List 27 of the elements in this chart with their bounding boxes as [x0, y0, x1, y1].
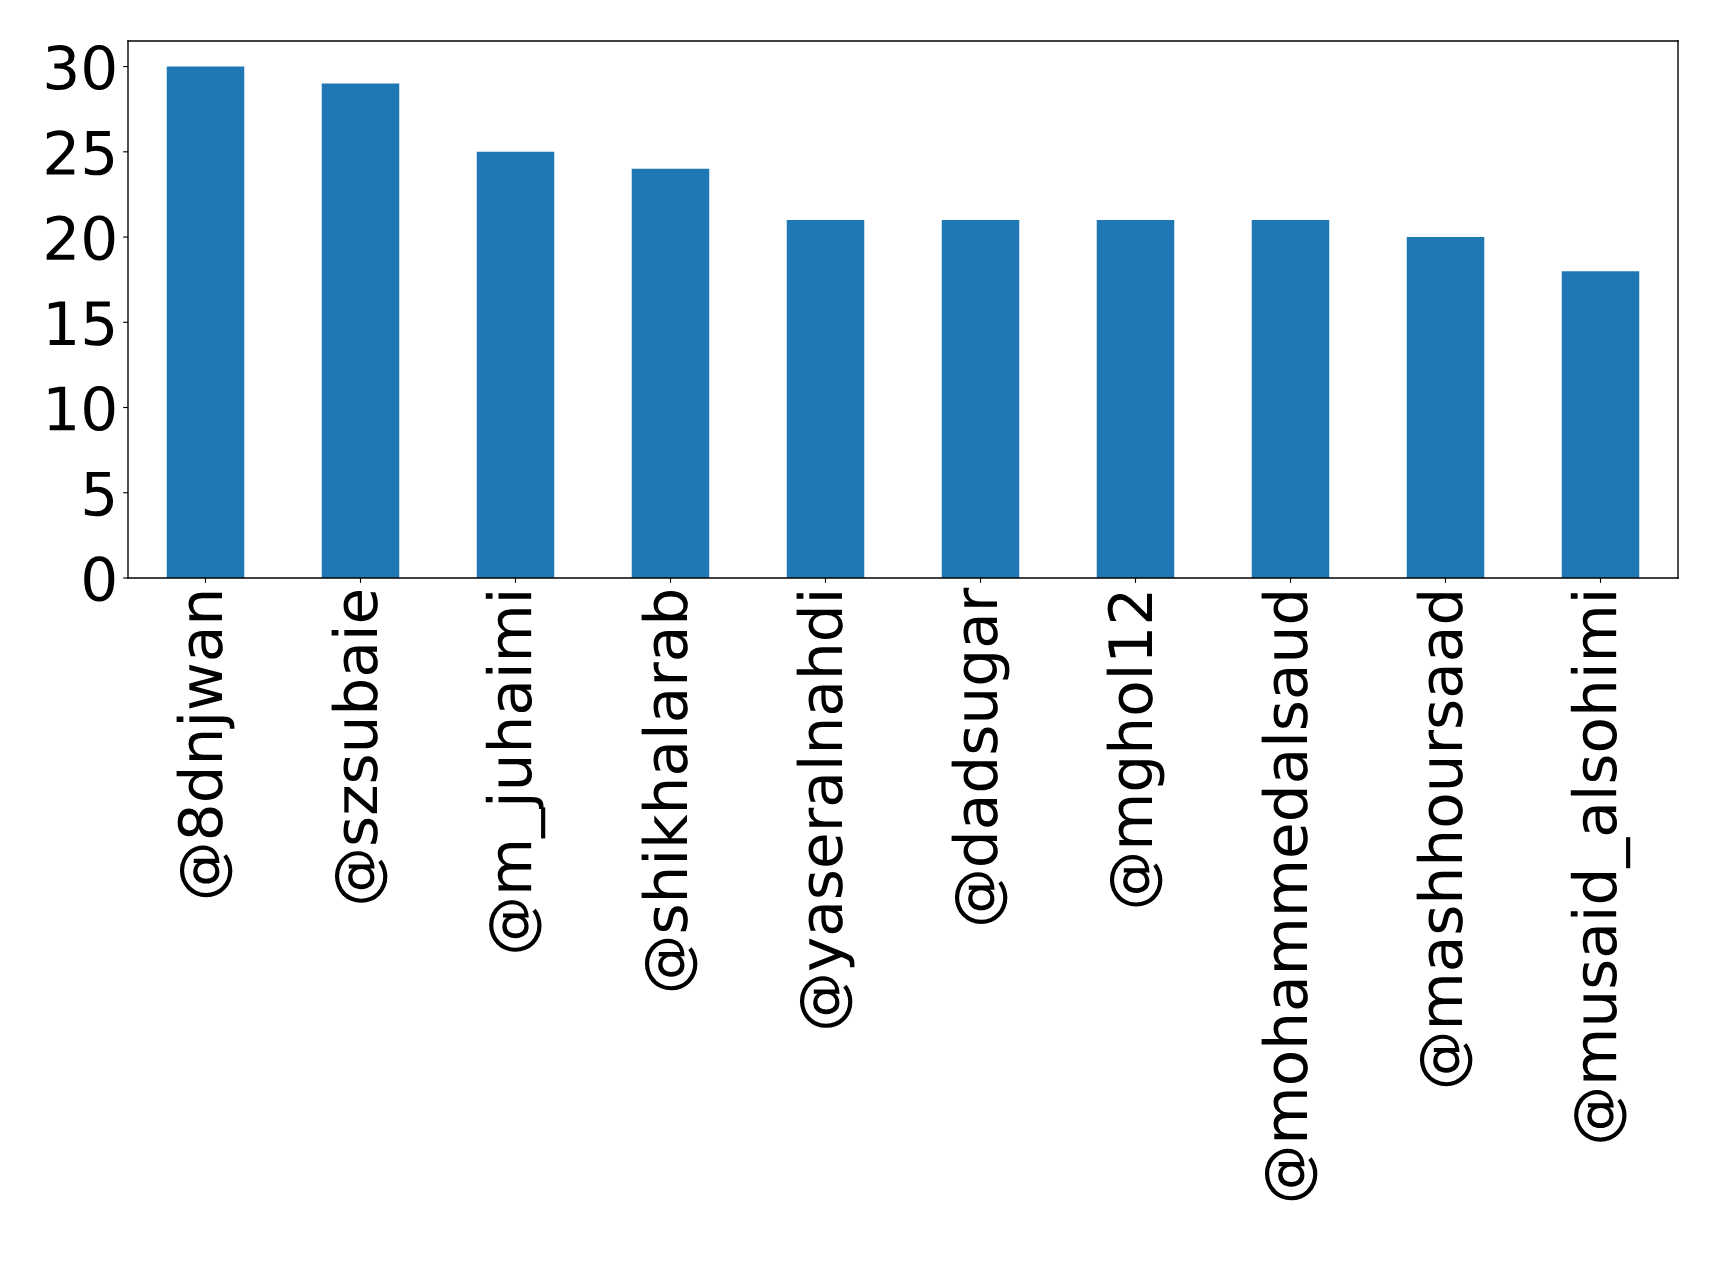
y-tick-label: 30: [46, 44, 115, 91]
bar: [631, 168, 710, 578]
y-tick-label: 25: [46, 130, 114, 176]
x-tick-label: @mashhoursaad: [1416, 593, 1473, 1087]
bar: [1096, 220, 1175, 578]
y-tick-label: 10: [48, 385, 115, 432]
x-tick-label: @8dnjwan: [176, 592, 235, 898]
bar: [166, 66, 245, 578]
y-tick-label: 20: [46, 215, 115, 261]
y-tick-label: 5: [84, 471, 114, 517]
y-tick-label: 0: [84, 556, 115, 602]
x-tick-label: @szsubaie: [331, 590, 388, 903]
bar: [321, 83, 400, 578]
x-tick-label: @m_juhaimi: [485, 593, 546, 952]
x-tick-label: @mohammedalsaud: [1261, 593, 1318, 1201]
bar: [1251, 220, 1330, 578]
bar: [1406, 237, 1485, 578]
bar: [1561, 271, 1640, 578]
bar: [941, 220, 1020, 578]
x-tick-label: @shikhalarab: [641, 590, 698, 991]
x-tick-label: @yaseralnahdi: [796, 593, 855, 1028]
y-tick-label: 15: [48, 301, 114, 346]
x-tick-label: @mghol12: [1106, 593, 1165, 907]
x-tick-label: @dadsugar: [951, 587, 1010, 924]
x-tick-label: @musaid_alsohimi: [1570, 593, 1631, 1142]
bar: [476, 151, 555, 578]
bar: [786, 220, 865, 578]
